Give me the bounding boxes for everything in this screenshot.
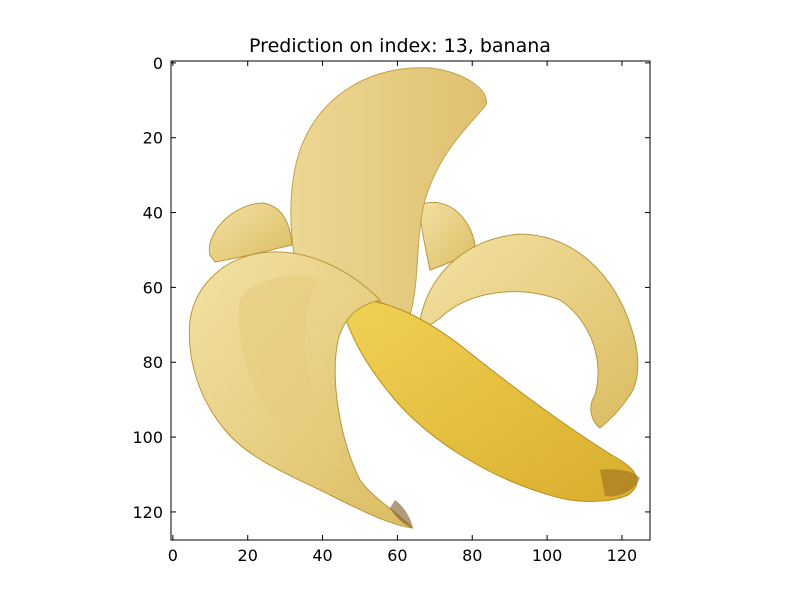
y-tick-label: 80: [143, 353, 163, 372]
banana-tip: [600, 469, 640, 497]
y-tick-label: 120: [132, 503, 163, 522]
y-tick-label: 40: [143, 204, 163, 223]
y-tick-label: 60: [143, 278, 163, 297]
peel-tip-bottom: [390, 500, 413, 528]
x-axis: 0 20 40 60 80 100 120: [168, 61, 637, 565]
x-tick-label: 80: [462, 546, 482, 565]
y-tick-label: 20: [143, 129, 163, 148]
x-tick-label: 40: [312, 546, 332, 565]
x-tick-label: 120: [607, 546, 638, 565]
plot-title: Prediction on index: 13, banana: [249, 35, 551, 57]
banana-flesh-body: [339, 298, 638, 502]
x-tick-label: 20: [238, 546, 258, 565]
peel-flap-right: [419, 233, 639, 429]
x-tick-label: 0: [168, 546, 178, 565]
x-tick-label: 100: [532, 546, 563, 565]
x-tick-label: 60: [387, 546, 407, 565]
y-axis: 0 20 40 60 80 100 120: [132, 54, 650, 522]
banana-image: [171, 61, 650, 540]
y-tick-label: 100: [132, 428, 163, 447]
y-tick-label: 0: [153, 54, 163, 73]
axes-frame: [170, 60, 651, 541]
peel-inner-shade: [238, 276, 345, 470]
